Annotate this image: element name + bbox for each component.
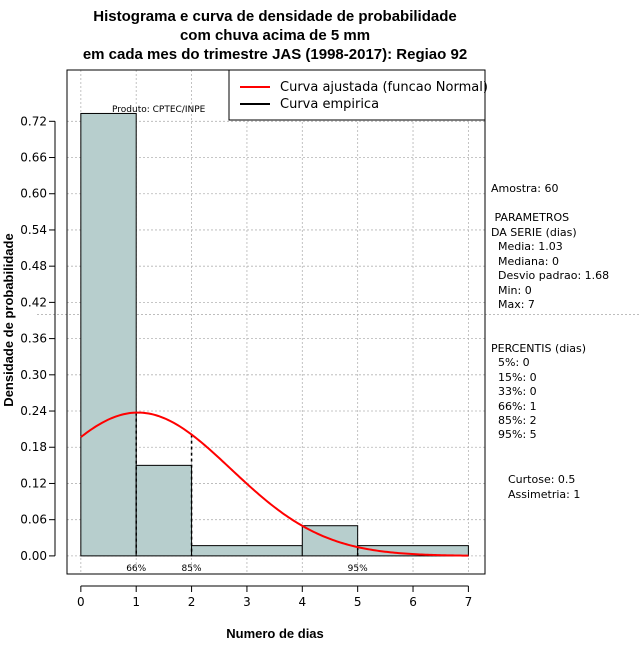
statistics-line: 66%: 1 bbox=[491, 400, 537, 413]
statistics-line: Desvio padrao: 1.68 bbox=[491, 269, 609, 282]
legend-label-empirical: Curva empirica bbox=[280, 97, 379, 112]
y-tick-label: 0.42 bbox=[20, 295, 47, 309]
x-tick-label: 1 bbox=[132, 595, 140, 609]
percentile-marker-label: 66% bbox=[126, 564, 146, 574]
statistics-line: PERCENTIS (dias) bbox=[491, 342, 586, 355]
x-tick-label: 7 bbox=[465, 595, 473, 609]
x-tick-label: 4 bbox=[298, 595, 306, 609]
product-label: Produto: CPTEC/INPE bbox=[112, 105, 206, 115]
axes: 0 1 2 3 4 5 6 7 0.00 0.06 0.12 0.18 0.24 0.30 0.36 0.42… bbox=[20, 114, 472, 609]
statistics-line: 33%: 0 bbox=[491, 385, 537, 398]
statistics-line: Curtose: 0.5 bbox=[508, 473, 575, 486]
statistics-panel: Amostra: 60 PARAMETROS DA SERIE (dias) Me… bbox=[491, 182, 609, 501]
y-tick-label: 0.30 bbox=[20, 368, 47, 382]
fitted-curve-layer bbox=[80, 411, 469, 557]
legend-label-normal: Curva ajustada (funcao Normal) bbox=[280, 80, 488, 95]
normal-curve bbox=[80, 411, 469, 557]
chart-title-line-2: com chuva acima de 5 mm bbox=[180, 27, 370, 44]
statistics-line: Media: 1.03 bbox=[491, 240, 563, 253]
statistics-line: Amostra: 60 bbox=[491, 182, 558, 195]
y-tick-label: 0.54 bbox=[20, 223, 47, 237]
statistics-line: 85%: 2 bbox=[491, 414, 537, 427]
statistics-line: Min: 0 bbox=[491, 284, 532, 297]
percentile-marker-label: 85% bbox=[182, 564, 202, 574]
statistics-line: PARAMETROS bbox=[491, 211, 569, 224]
statistics-line: DA SERIE (dias) bbox=[491, 226, 577, 239]
y-tick-label: 0.72 bbox=[20, 114, 47, 128]
y-tick-label: 0.66 bbox=[20, 151, 47, 165]
y-tick-label: 0.06 bbox=[20, 513, 47, 527]
legend: Curva ajustada (funcao Normal) Curva emp… bbox=[228, 69, 488, 121]
statistics-line: Mediana: 0 bbox=[491, 255, 559, 268]
statistics-line: 15%: 0 bbox=[491, 371, 537, 384]
x-tick-label: 5 bbox=[354, 595, 362, 609]
x-tick-label: 2 bbox=[188, 595, 196, 609]
y-tick-label: 0.18 bbox=[20, 440, 47, 454]
y-tick-label: 0.48 bbox=[20, 259, 47, 273]
chart-title-line-1: Histograma e curva de densidade de proba… bbox=[93, 8, 456, 25]
chart-title-line-3: em cada mes do trimestre JAS (1998-2017)… bbox=[83, 46, 467, 63]
histogram-bar bbox=[191, 545, 303, 557]
y-tick-label: 0.00 bbox=[20, 549, 47, 563]
legend-box bbox=[228, 69, 486, 121]
histogram-bar bbox=[80, 112, 137, 557]
y-axis-title: Densidade de probabilidade bbox=[1, 233, 16, 406]
percentile-markers: 66% 85% 95% bbox=[126, 412, 368, 574]
statistics-line: Assimetria: 1 bbox=[508, 488, 580, 501]
x-tick-label: 0 bbox=[77, 595, 85, 609]
histogram-bar bbox=[357, 545, 469, 557]
y-tick-label: 0.60 bbox=[20, 187, 47, 201]
x-tick-label: 3 bbox=[243, 595, 251, 609]
histogram-bar bbox=[301, 525, 359, 557]
statistics-line: Max: 7 bbox=[491, 298, 535, 311]
y-tick-label: 0.36 bbox=[20, 332, 47, 346]
x-axis-title: Numero de dias bbox=[226, 626, 324, 641]
histogram-bars bbox=[80, 112, 469, 557]
histogram-bar bbox=[135, 464, 193, 557]
statistics-line: 5%: 0 bbox=[491, 356, 530, 369]
x-tick-label: 6 bbox=[409, 595, 417, 609]
statistics-line: 95%: 5 bbox=[491, 428, 537, 441]
percentile-marker-label: 95% bbox=[348, 564, 368, 574]
y-tick-label: 0.12 bbox=[20, 476, 47, 490]
y-tick-label: 0.24 bbox=[20, 404, 47, 418]
